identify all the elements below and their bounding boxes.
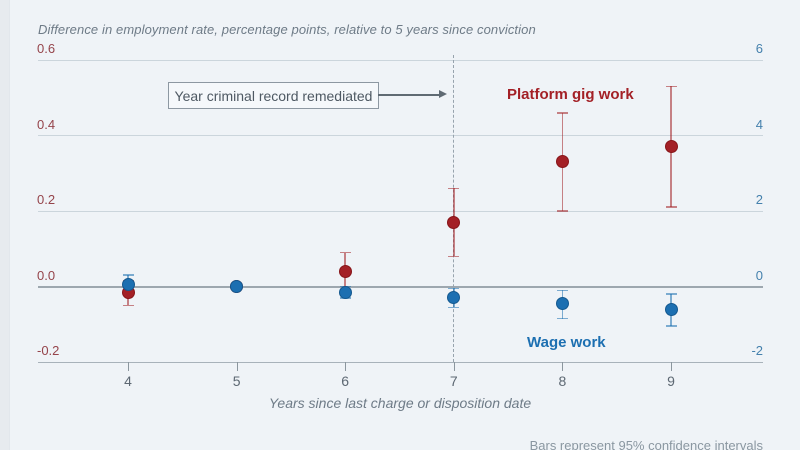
page-left-gutter	[0, 0, 10, 450]
x-axis-tick-label: 9	[667, 373, 675, 389]
series-label-wage-work: Wage work	[527, 334, 606, 351]
data-point-wage	[230, 280, 244, 293]
bottom-caption: Bars represent 95% confidence intervals	[529, 438, 763, 450]
data-point-gig	[338, 264, 352, 278]
error-bar-cap-gig	[665, 85, 677, 88]
data-point-gig	[555, 155, 569, 169]
x-axis-tick-label: 4	[124, 373, 132, 389]
y-axis-tick-label-left: -0.2	[37, 343, 60, 358]
x-axis-tick	[236, 362, 238, 371]
error-bar-cap-wage	[122, 274, 134, 276]
chart-title: Difference in employment rate, percentag…	[38, 22, 536, 37]
annotation-arrowhead-icon	[439, 90, 447, 98]
annotation-box: Year criminal record remediated	[168, 82, 379, 109]
error-bar-cap-wage	[665, 325, 677, 327]
error-bar-cap-gig	[122, 304, 134, 307]
series-label-platform-gig-work: Platform gig work	[507, 86, 634, 103]
data-point-wage	[555, 296, 569, 310]
data-point-wage	[121, 278, 135, 292]
data-point-gig	[447, 215, 461, 229]
y-axis-tick-label-left: 0.0	[37, 267, 56, 283]
x-axis-tick	[562, 362, 564, 371]
gridline	[38, 59, 763, 61]
gridline	[38, 285, 763, 288]
error-bar-cap-wage	[665, 293, 677, 295]
x-axis-tick-label: 7	[449, 373, 458, 389]
x-axis-tick-label: 6	[341, 373, 350, 389]
y-axis-tick-label-left: 0.2	[37, 192, 56, 207]
y-axis-tick-label-right: 6	[755, 41, 763, 56]
x-axis-tick	[128, 362, 129, 371]
y-axis-tick-label-left: 0.4	[37, 116, 56, 132]
x-axis-title: Years since last charge or disposition d…	[268, 395, 532, 411]
data-point-wage	[338, 285, 352, 299]
y-axis-tick-label-left: 0.6	[37, 41, 56, 56]
error-bar-cap-wage	[448, 287, 460, 290]
x-axis-tick	[345, 362, 347, 371]
error-bar-cap-wage	[448, 306, 460, 308]
x-axis-tick-label: 5	[232, 373, 241, 389]
data-point-wage	[664, 302, 678, 316]
data-point-wage	[447, 291, 461, 305]
y-axis-tick-label-right: 2	[755, 192, 763, 207]
y-axis-tick-label-right: -2	[751, 343, 763, 358]
x-axis-tick-label: 8	[558, 373, 567, 389]
y-axis-tick-label-right: 4	[755, 116, 763, 132]
annotation-arrow-line	[378, 94, 439, 96]
error-bar-cap-wage	[556, 317, 568, 320]
error-bar-cap-wage	[556, 289, 568, 292]
x-axis-tick	[453, 362, 455, 371]
y-axis-tick-label-right: 0	[755, 267, 763, 283]
gridline	[38, 135, 763, 136]
x-axis-tick	[671, 362, 672, 371]
error-bar-cap-gig	[665, 206, 677, 208]
error-bar-cap-gig	[339, 251, 351, 254]
gridline	[38, 361, 763, 363]
gridline	[38, 210, 763, 212]
error-bar-cap-gig	[556, 112, 568, 114]
error-bar-cap-gig	[448, 187, 460, 190]
annotation-text: Year criminal record remediated	[174, 87, 373, 104]
error-bar-cap-gig	[556, 210, 568, 212]
error-bar-cap-gig	[448, 255, 460, 258]
data-point-gig	[664, 140, 678, 154]
